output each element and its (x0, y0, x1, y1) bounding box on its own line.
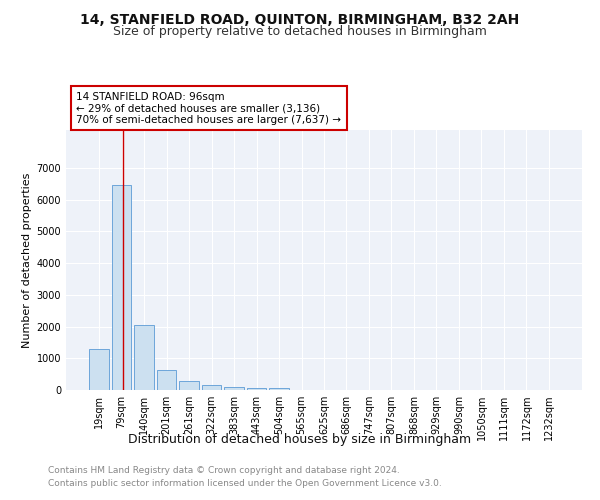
Bar (247, 388, 266, 390)
Bar (134, 325, 154, 390)
Bar (89, 350, 109, 390)
Bar (179, 382, 199, 390)
Y-axis label: Number of detached properties: Number of detached properties (22, 172, 32, 348)
Text: Contains public sector information licensed under the Open Government Licence v3: Contains public sector information licen… (48, 479, 442, 488)
Text: Contains HM Land Registry data © Crown copyright and database right 2024.: Contains HM Land Registry data © Crown c… (48, 466, 400, 475)
Bar (112, 184, 131, 390)
Bar (269, 388, 289, 390)
Text: 14 STANFIELD ROAD: 96sqm
← 29% of detached houses are smaller (3,136)
70% of sem: 14 STANFIELD ROAD: 96sqm ← 29% of detach… (76, 92, 341, 125)
Text: Distribution of detached houses by size in Birmingham: Distribution of detached houses by size … (128, 432, 472, 446)
Bar (224, 387, 244, 390)
Bar (157, 370, 176, 390)
Text: Size of property relative to detached houses in Birmingham: Size of property relative to detached ho… (113, 25, 487, 38)
Text: 14, STANFIELD ROAD, QUINTON, BIRMINGHAM, B32 2AH: 14, STANFIELD ROAD, QUINTON, BIRMINGHAM,… (80, 12, 520, 26)
Bar (202, 386, 221, 390)
